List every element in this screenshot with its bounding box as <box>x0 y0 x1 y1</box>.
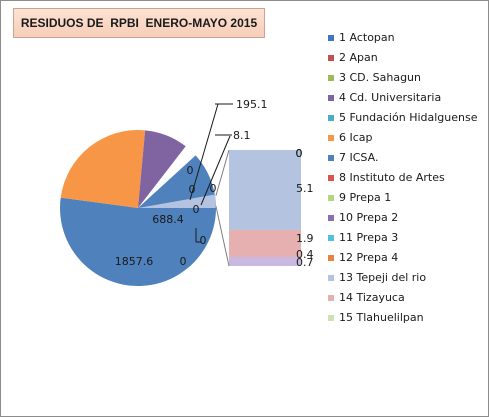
legend-label-12: 12 Prepa 4 <box>339 251 398 264</box>
legend-swatch-13 <box>328 275 334 281</box>
legend-swatch-5 <box>328 115 334 121</box>
pie-data-label-10: 0 <box>200 234 207 247</box>
chart-title: RESIDUOS DE RPBI ENERO-MAYO 2015 <box>20 16 258 30</box>
bar-segment-other <box>229 257 301 266</box>
leader-line-2 <box>189 103 219 201</box>
legend-swatch-10 <box>328 215 334 221</box>
legend-label-2: 2 Apan <box>339 51 378 64</box>
legend-label-10: 10 Prepa 2 <box>339 211 398 224</box>
legend-swatch-9 <box>328 195 334 201</box>
bar-segment-14 <box>229 229 301 260</box>
bar-data-label-13: 5.1 <box>296 182 314 195</box>
legend-swatch-7 <box>328 155 334 161</box>
bar-data-label-other: 0.7 <box>296 256 314 269</box>
legend-label-11: 11 Prepa 3 <box>339 231 398 244</box>
legend-label-1: 1 Actopan <box>339 31 395 44</box>
bar-data-label-15: 0.4 <box>296 248 314 261</box>
legend-label-6: 6 Icap <box>339 131 373 144</box>
connector-line-top <box>215 149 230 197</box>
pie-data-label-2: 195.1 <box>236 98 268 111</box>
legend-swatch-4 <box>328 95 334 101</box>
connector-line-bottom <box>215 205 230 267</box>
pie-slice-4 <box>138 130 186 208</box>
legend-label-9: 9 Prepa 1 <box>339 191 391 204</box>
pie-data-label-11: 0 <box>180 255 187 268</box>
leader-line-3 <box>200 135 231 206</box>
pie-data-label-5: 0 <box>189 183 196 196</box>
pie-data-label-8: 0 <box>210 182 217 195</box>
legend-swatch-11 <box>328 235 334 241</box>
legend-label-15: 15 Tlahuelilpan <box>339 311 424 324</box>
pie-slice-other <box>138 194 216 208</box>
legend-label-8: 8 Instituto de Artes <box>339 171 445 184</box>
legend-swatch-8 <box>328 175 334 181</box>
chart-title-box: RESIDUOS DE RPBI ENERO-MAYO 2015 <box>13 8 265 38</box>
pie-data-label-6: 1857.6 <box>115 255 154 268</box>
pie-data-label-4: 688.4 <box>152 213 184 226</box>
pie-data-label-12: 0 <box>296 147 303 160</box>
legend-swatch-1 <box>328 35 334 41</box>
legend-label-4: 4 Cd. Universitaria <box>339 91 441 104</box>
legend-label-7: 7 ICSA. <box>339 151 378 164</box>
legend-swatch-14 <box>328 295 334 301</box>
pie-data-label-9: 0 <box>193 203 200 216</box>
bar-data-label-12b: 0 <box>296 147 303 160</box>
legend-label-3: 3 CD. Sahagun <box>339 71 421 84</box>
legend-swatch-15 <box>328 315 334 321</box>
pie-data-label-1: 0 <box>187 164 194 177</box>
legend-swatch-3 <box>328 75 334 81</box>
bar-segment-13 <box>229 150 301 230</box>
legend-label-14: 14 Tizayuca <box>339 291 405 304</box>
legend-swatch-12 <box>328 255 334 261</box>
legend-label-13: 13 Tepeji del rio <box>339 271 426 284</box>
pie-slice-6 <box>60 130 146 208</box>
legend-swatch-2 <box>328 55 334 61</box>
legend-swatch-6 <box>328 135 334 141</box>
bar-data-label-14: 1.9 <box>296 232 314 245</box>
legend-label-5: 5 Fundación Hidalguense <box>339 111 478 124</box>
pie-data-label-3: 8.1 <box>233 129 251 142</box>
pie-slice-7 <box>59 155 217 286</box>
